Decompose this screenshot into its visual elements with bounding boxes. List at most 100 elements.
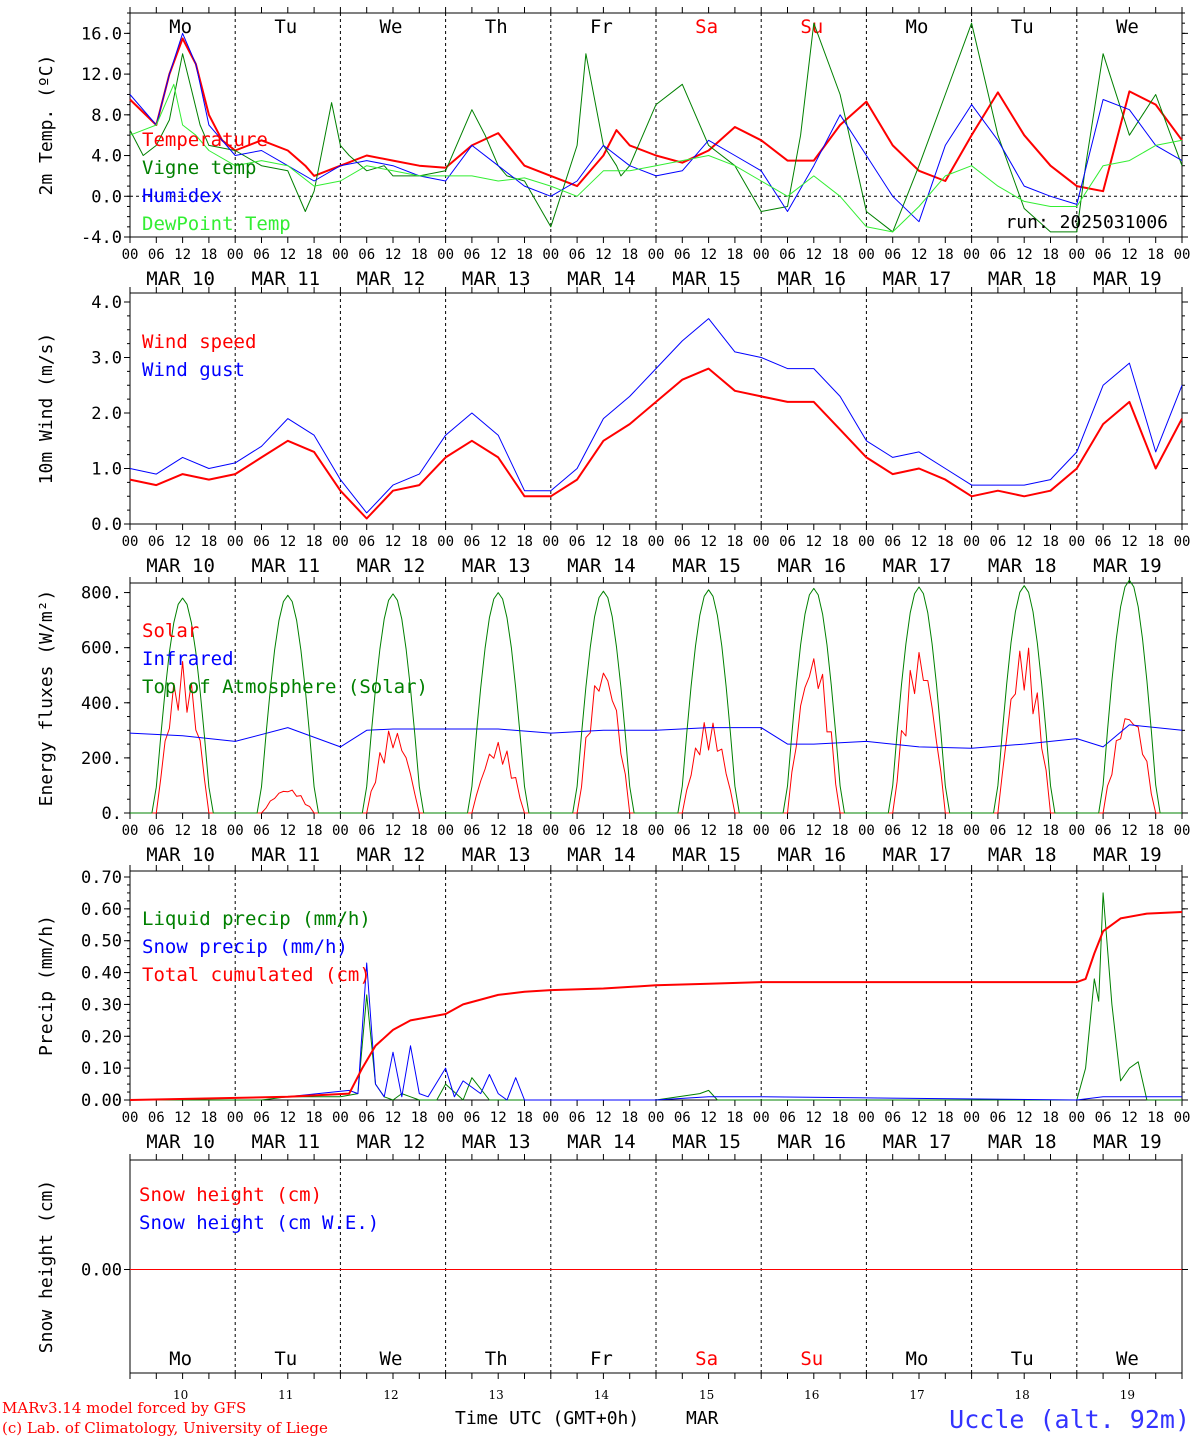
hour-label: 12	[1121, 534, 1138, 550]
date-label: MAR 16	[777, 844, 846, 866]
hour-label: 06	[463, 247, 480, 263]
hour-label: 00	[753, 247, 770, 263]
hour-label: 18	[516, 534, 533, 550]
date-label: MAR 17	[883, 1131, 952, 1153]
y-tick-label: 0.0	[91, 187, 122, 207]
hour-label: 18	[1147, 534, 1164, 550]
date-label: MAR 19	[1093, 1131, 1162, 1153]
hour-label: 06	[884, 1110, 901, 1126]
hour-label: 18	[937, 247, 954, 263]
hour-label: 06	[989, 534, 1006, 550]
date-label: MAR 16	[777, 268, 846, 290]
y-axis-label: Snow height (cm)	[36, 1180, 57, 1353]
hour-label: 00	[542, 247, 559, 263]
hour-label: 00	[753, 823, 770, 839]
hour-label: 12	[1016, 534, 1033, 550]
chart-snow: 0.00 Snow height (cm) Mo Tu We Th Fr Sa Su Mo Tu We…	[36, 1154, 1188, 1402]
y-tick-label: 0.70	[81, 868, 122, 888]
y-tick-label: 400.	[81, 694, 122, 714]
hour-label: 06	[1095, 823, 1112, 839]
hour-label: 12	[595, 247, 612, 263]
hour-label: 18	[411, 1110, 428, 1126]
hour-label: 18	[200, 823, 217, 839]
day-number-label: 19	[1120, 1388, 1135, 1402]
hour-label: 12	[595, 1110, 612, 1126]
day-number-label: 16	[804, 1388, 819, 1402]
hour-label: 06	[779, 823, 796, 839]
y-tick-label: 2.0	[91, 404, 122, 424]
hour-label: 00	[1174, 247, 1191, 263]
y-tick-label: 0.00	[81, 1091, 122, 1111]
hour-label: 12	[385, 823, 402, 839]
hour-label: 06	[884, 823, 901, 839]
date-label: MAR 18	[988, 844, 1057, 866]
x-axis-month: MAR	[686, 1408, 719, 1429]
hour-label: 18	[832, 1110, 849, 1126]
hour-label: 00	[332, 823, 349, 839]
hour-label: 18	[1147, 823, 1164, 839]
series-humidex	[129, 32, 1183, 223]
hour-label: 06	[674, 823, 691, 839]
legend-entry: Wind speed	[142, 331, 256, 353]
hour-label: 00	[1174, 823, 1191, 839]
hour-label: 00	[542, 823, 559, 839]
hour-label: 00	[1068, 247, 1085, 263]
hour-label: 18	[1147, 1110, 1164, 1126]
hour-label: 06	[148, 823, 165, 839]
hour-label: 06	[358, 1110, 375, 1126]
hour-label: 12	[805, 534, 822, 550]
credit-line-1: MARv3.14 model forced by GFS	[2, 1399, 246, 1417]
date-label: MAR 18	[988, 268, 1057, 290]
hour-label: 12	[279, 534, 296, 550]
hour-label: 12	[595, 823, 612, 839]
hour-label: 06	[779, 1110, 796, 1126]
hour-label: 18	[200, 1110, 217, 1126]
chart-wind: 0.0 1.0 2.0 3.0 4.0 10m Wind (m/s) 00 06 12 18 MAR…	[36, 287, 1190, 577]
hour-label: 18	[306, 534, 323, 550]
day-label: Th	[485, 1348, 508, 1370]
hour-label: 06	[1095, 1110, 1112, 1126]
hour-label: 18	[1042, 823, 1059, 839]
series-liquid-precip-mm-h	[130, 892, 1182, 1101]
hour-label: 12	[174, 823, 191, 839]
date-label: MAR 18	[988, 1131, 1057, 1153]
hour-label: 12	[805, 247, 822, 263]
hour-label: 12	[911, 823, 928, 839]
legend-entry: Snow height (cm W.E.)	[139, 1212, 379, 1234]
date-label: MAR 10	[146, 555, 215, 577]
date-label: MAR 10	[146, 1131, 215, 1153]
hour-label: 18	[306, 1110, 323, 1126]
day-label: Fr	[590, 16, 613, 38]
series-snow-precip-mm-h	[129, 962, 1182, 1101]
hour-label: 18	[621, 823, 638, 839]
y-tick-label: 0.50	[81, 932, 122, 952]
date-label: MAR 13	[462, 555, 531, 577]
series-infrared	[129, 724, 1183, 749]
hour-label: 00	[332, 534, 349, 550]
date-label: MAR 10	[146, 844, 215, 866]
y-tick-label: 4.0	[91, 147, 122, 167]
hour-label: 18	[200, 534, 217, 550]
hour-label: 00	[1068, 823, 1085, 839]
date-label: MAR 16	[777, 555, 846, 577]
hour-label: 00	[648, 534, 665, 550]
date-label: MAR 19	[1093, 555, 1162, 577]
hour-label: 00	[858, 823, 875, 839]
hour-label: 00	[437, 823, 454, 839]
hour-label: 12	[1121, 247, 1138, 263]
hour-label: 00	[753, 1110, 770, 1126]
hour-label: 18	[621, 534, 638, 550]
hour-label: 00	[858, 247, 875, 263]
hour-label: 12	[174, 247, 191, 263]
hour-label: 12	[174, 1110, 191, 1126]
hour-label: 06	[674, 247, 691, 263]
hour-label: 12	[1121, 1110, 1138, 1126]
hour-label: 12	[805, 1110, 822, 1126]
y-axis-label: Precip (mm/h)	[36, 915, 57, 1056]
date-label: MAR 18	[988, 555, 1057, 577]
hour-label: 00	[648, 247, 665, 263]
hour-label: 18	[516, 1110, 533, 1126]
date-label: MAR 12	[357, 844, 426, 866]
hour-label: 06	[884, 247, 901, 263]
